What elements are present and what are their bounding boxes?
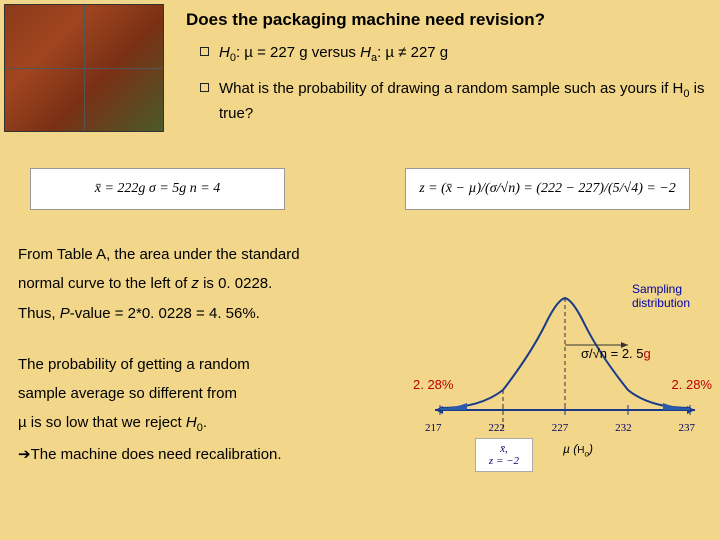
bullet-text: What is the probability of drawing a ran…	[219, 78, 705, 123]
tail-percent-left: 2. 28%	[413, 377, 453, 392]
sampling-label: Sampling distribution	[632, 282, 690, 311]
formula-right: z = (x̄ − µ)/(σ/√n) = (222 − 227)/(5/√4)…	[405, 168, 690, 210]
bullet-square-icon	[200, 83, 209, 92]
line: µ is so low that we reject H0.	[18, 408, 408, 439]
tick: 227	[552, 422, 569, 434]
body-text: From Table A, the area under the standar…	[18, 240, 408, 469]
tick: 232	[615, 422, 632, 434]
mu-label: µ (Ho)	[563, 442, 593, 458]
line: The probability of getting a random	[18, 350, 408, 379]
line: normal curve to the left of z is 0. 0228…	[18, 269, 408, 298]
slide-title: Does the packaging machine need revision…	[186, 10, 545, 30]
tail-percent-right: 2. 28%	[672, 377, 712, 392]
formula-row: x̄ = 222g σ = 5g n = 4 z = (x̄ − µ)/(σ/√…	[30, 168, 690, 210]
formula-left: x̄ = 222g σ = 5g n = 4	[30, 168, 285, 210]
tick: 237	[679, 422, 696, 434]
sigma-label: σ/√n = 2. 5g	[581, 346, 651, 361]
tick: 222	[488, 422, 505, 434]
bullet-item: H0: µ = 227 g versus Ha: µ ≠ 227 g	[200, 42, 705, 66]
line: Thus, P-value = 2*0. 0228 = 4. 56%.	[18, 299, 408, 328]
xbar-z-box: x̄, z = −2	[475, 438, 533, 472]
bullet-item: What is the probability of drawing a ran…	[200, 78, 705, 123]
bullet-text: H0: µ = 227 g versus Ha: µ ≠ 227 g	[219, 42, 448, 66]
bullet-list: H0: µ = 227 g versus Ha: µ ≠ 227 g What …	[200, 42, 705, 136]
normal-distribution-chart: Sampling distribution σ/√n = 2. 5g 2. 28…	[425, 280, 710, 485]
tick: 217	[425, 422, 442, 434]
product-photo	[4, 4, 164, 132]
line: ➔The machine does need recalibration.	[18, 440, 408, 469]
line: From Table A, the area under the standar…	[18, 240, 408, 269]
axis-ticks: 217 222 227 232 237	[425, 422, 695, 434]
line: sample average so different from	[18, 379, 408, 408]
bullet-square-icon	[200, 47, 209, 56]
